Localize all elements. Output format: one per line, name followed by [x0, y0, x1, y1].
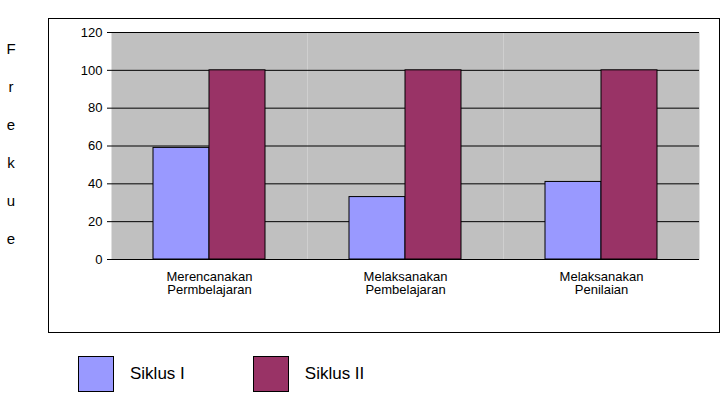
svg-text:MelaksanakanPembelajaran: MelaksanakanPembelajaran: [364, 269, 448, 297]
svg-text:80: 80: [88, 100, 102, 115]
svg-text:40: 40: [88, 176, 102, 191]
html-text:k: k: [7, 154, 15, 171]
svg-text:MelaksanakanPenilaian: MelaksanakanPenilaian: [560, 269, 644, 297]
html-text:e: e: [6, 230, 16, 247]
svg-text:MerencanakanPermbelajaran: MerencanakanPermbelajaran: [167, 269, 253, 297]
svg-text:120: 120: [81, 25, 103, 40]
html-text:r: r: [8, 78, 14, 95]
svg-text:0: 0: [95, 252, 102, 267]
html-text:u: u: [6, 192, 16, 209]
svg-text:20: 20: [88, 214, 102, 229]
svg-text:100: 100: [81, 62, 103, 77]
html-text:e: e: [6, 116, 16, 133]
svg-text:60: 60: [88, 138, 102, 153]
html-text:F: F: [6, 40, 16, 57]
html-text:Siklus II: Siklus II: [304, 364, 365, 383]
html-text:Siklus I: Siklus I: [130, 364, 185, 383]
